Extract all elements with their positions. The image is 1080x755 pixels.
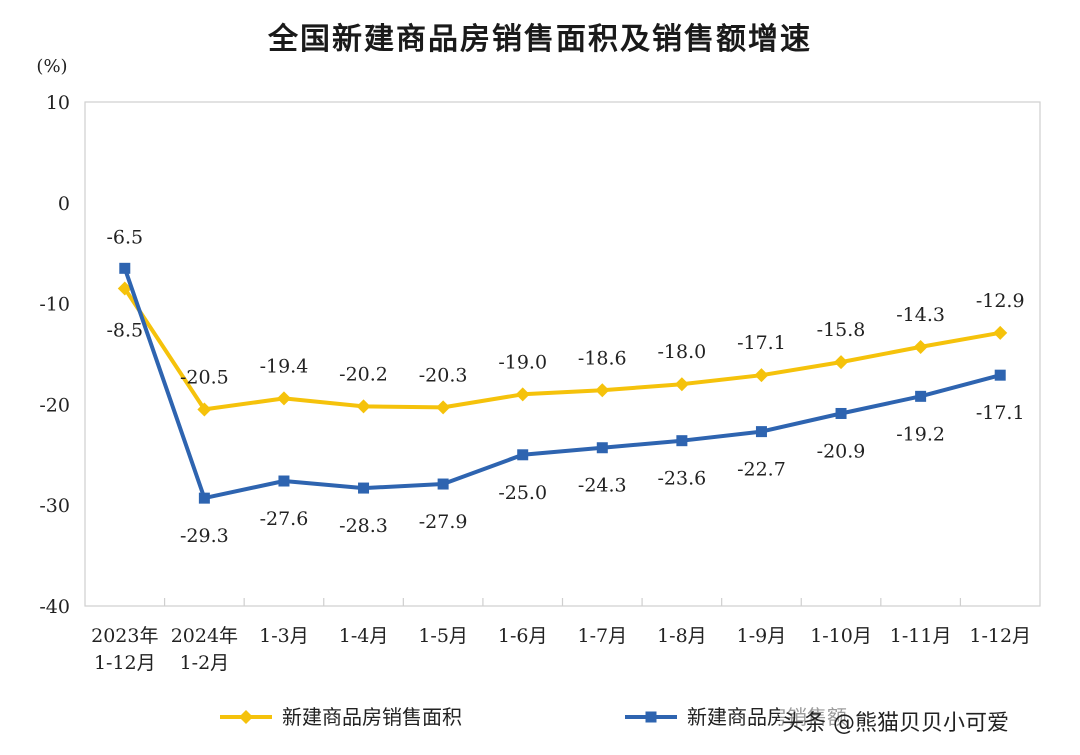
data-label-sales: -28.3 bbox=[339, 515, 388, 537]
data-label-sales: -20.9 bbox=[817, 440, 866, 462]
data-point-diamond bbox=[674, 377, 689, 392]
y-tick-label: -10 bbox=[39, 294, 70, 316]
data-label-sales: -29.3 bbox=[180, 525, 229, 547]
y-tick-label: 10 bbox=[46, 92, 70, 114]
data-label-sales: -23.6 bbox=[658, 468, 707, 490]
data-point-square bbox=[517, 449, 529, 461]
data-point-square bbox=[437, 478, 449, 490]
data-point-square bbox=[994, 369, 1006, 381]
data-label-sales: -19.2 bbox=[896, 423, 945, 445]
x-tick-label: 1-10月 bbox=[810, 625, 872, 647]
x-tick-label: 2023年 bbox=[91, 625, 158, 647]
data-label-area: -18.0 bbox=[658, 341, 707, 363]
x-tick-label: 1-7月 bbox=[577, 625, 627, 647]
data-label-area: -12.9 bbox=[976, 290, 1025, 312]
legend-label-0: 新建商品房销售面积 bbox=[282, 705, 462, 729]
data-point-square bbox=[676, 435, 688, 447]
x-tick-label: 2024年 bbox=[171, 625, 238, 647]
y-tick-label: -40 bbox=[39, 596, 70, 618]
watermark: 头条 @熊猫贝贝小可爱 bbox=[780, 705, 1011, 737]
data-point-diamond bbox=[276, 391, 291, 406]
data-point-square bbox=[358, 482, 370, 494]
x-tick-label: 1-2月 bbox=[180, 652, 230, 674]
data-point-square bbox=[278, 475, 290, 487]
data-label-sales: -25.0 bbox=[498, 482, 547, 504]
y-tick-label: -20 bbox=[39, 394, 70, 416]
x-tick-label: 1-11月 bbox=[890, 625, 952, 647]
chart-title: 全国新建商品房销售面积及销售额增速 bbox=[268, 22, 812, 57]
series-line-0 bbox=[123, 287, 1001, 412]
data-label-area: -14.3 bbox=[896, 304, 945, 326]
data-label-sales: -6.5 bbox=[106, 226, 143, 248]
data-point-square bbox=[835, 407, 847, 419]
x-tick-label: 1-12月 bbox=[969, 625, 1031, 647]
data-point-diamond bbox=[754, 368, 769, 383]
y-axis-unit-label: (%) bbox=[36, 56, 67, 77]
data-point-diamond bbox=[356, 399, 371, 414]
x-tick-label: 1-12月 bbox=[94, 652, 156, 674]
y-tick-label: 0 bbox=[58, 193, 70, 215]
data-point-diamond bbox=[117, 281, 132, 296]
data-point-square bbox=[755, 426, 767, 438]
data-label-area: -20.3 bbox=[419, 364, 468, 386]
data-point-diamond bbox=[993, 325, 1008, 340]
data-label-area: -20.5 bbox=[180, 366, 229, 388]
y-tick-label: -30 bbox=[39, 495, 70, 517]
data-label-area: -20.2 bbox=[339, 363, 388, 385]
data-label-sales: -27.9 bbox=[419, 511, 468, 533]
data-point-square bbox=[596, 442, 608, 454]
data-point-diamond bbox=[436, 400, 451, 415]
data-label-sales: -17.1 bbox=[976, 402, 1025, 424]
data-label-area: -18.6 bbox=[578, 347, 627, 369]
data-label-sales: -24.3 bbox=[578, 475, 627, 497]
x-tick-label: 1-6月 bbox=[498, 625, 548, 647]
data-point-diamond bbox=[515, 387, 530, 402]
data-label-area: -17.1 bbox=[737, 332, 786, 354]
x-tick-label: 1-3月 bbox=[259, 625, 309, 647]
data-label-area: -19.4 bbox=[260, 355, 309, 377]
data-point-diamond bbox=[595, 383, 610, 398]
data-point-diamond bbox=[913, 339, 928, 354]
data-label-area: -8.5 bbox=[106, 319, 143, 341]
x-tick-label: 1-5月 bbox=[418, 625, 468, 647]
data-point-diamond bbox=[834, 355, 849, 370]
series-line-1 bbox=[122, 267, 1001, 501]
data-label-area: -15.8 bbox=[817, 319, 866, 341]
x-tick-label: 1-8月 bbox=[657, 625, 707, 647]
data-label-area: -19.0 bbox=[498, 351, 547, 373]
data-point-diamond bbox=[197, 402, 212, 417]
data-label-sales: -27.6 bbox=[260, 508, 309, 530]
x-tick-label: 1-4月 bbox=[339, 625, 389, 647]
data-point-square bbox=[915, 390, 927, 402]
data-point-square bbox=[119, 262, 131, 274]
data-point-square bbox=[198, 492, 210, 504]
x-tick-label: 1-9月 bbox=[737, 625, 787, 647]
data-label-sales: -22.7 bbox=[737, 459, 786, 481]
legend-marker-square bbox=[645, 711, 657, 723]
legend-marker-diamond bbox=[239, 710, 253, 724]
